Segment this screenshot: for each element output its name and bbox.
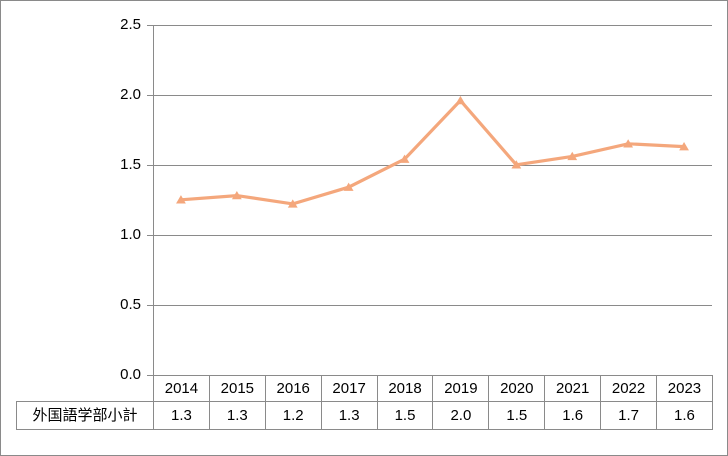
value-cell: 1.6	[544, 401, 602, 430]
value-cell: 1.2	[264, 401, 322, 430]
value-cell: 1.5	[376, 401, 434, 430]
value-cell: 1.7	[600, 401, 658, 430]
year-cell: 2021	[544, 375, 602, 402]
row-header-cell: 外国語学部小計	[16, 401, 154, 430]
y-axis-tick-label: 0.0	[120, 366, 141, 383]
data-point-marker	[231, 190, 242, 200]
year-cell: 2019	[432, 375, 490, 402]
year-cell: 2017	[320, 375, 378, 402]
y-axis-tick-label: 2.0	[120, 86, 141, 103]
value-cell: 1.3	[208, 401, 266, 430]
data-point-marker	[176, 195, 186, 204]
data-point-marker	[287, 199, 298, 208]
year-cell: 2015	[208, 375, 266, 402]
value-cell: 1.5	[488, 401, 546, 430]
table-corner-spacer	[17, 376, 154, 402]
y-axis-tick-label: 1.0	[120, 226, 141, 243]
data-point-marker	[399, 154, 410, 163]
value-cell: 1.6	[656, 401, 713, 430]
y-axis-tick-label: 1.5	[120, 156, 141, 173]
data-point-marker	[623, 139, 634, 148]
value-cell: 1.3	[320, 401, 378, 430]
table-row-values: 外国語学部小計 1.3 1.3 1.2 1.3 1.5 2.0 1.5 1.6 1.7 1.6	[16, 401, 713, 430]
year-cell: 2022	[600, 375, 658, 402]
year-cell: 2023	[656, 375, 713, 402]
series-line	[180, 98, 685, 206]
data-point-marker	[455, 95, 466, 105]
value-cell: 2.0	[432, 401, 490, 430]
year-cell: 2018	[376, 375, 434, 402]
data-point-marker	[511, 160, 522, 169]
table-row-years: 2014 2015 2016 2017 2018 2019 2020 2021 2022 2023	[17, 375, 713, 402]
data-point-marker	[567, 151, 578, 161]
year-cell: 2016	[264, 375, 322, 402]
value-cell: 1.3	[153, 401, 210, 430]
y-axis-tick-label: 2.5	[120, 16, 141, 33]
data-table: 2014 2015 2016 2017 2018 2019 2020 2021 2022 2023…	[16, 375, 713, 430]
data-point-marker	[343, 182, 354, 191]
y-axis-tick-label: 0.5	[120, 296, 141, 313]
year-cell: 2020	[488, 375, 546, 402]
data-point-marker	[679, 142, 689, 151]
year-cell: 2014	[153, 375, 210, 402]
